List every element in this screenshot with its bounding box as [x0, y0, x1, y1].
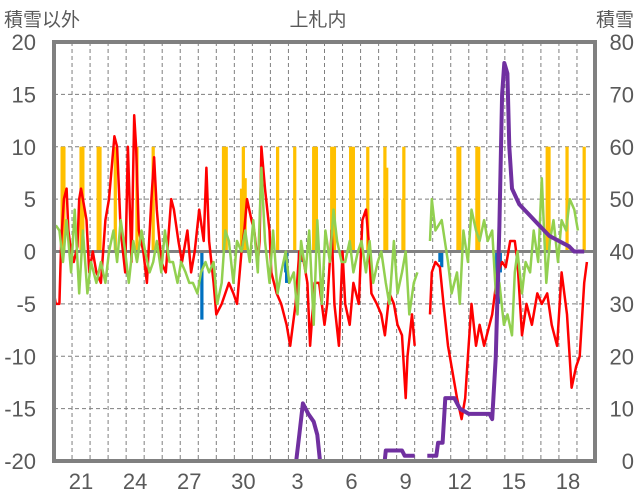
x-tick-label: 3 — [291, 469, 303, 494]
orange-bar — [239, 188, 244, 252]
right-y-tick-label: 70 — [610, 82, 634, 107]
snow-depth-line — [54, 61, 585, 463]
blue-bar — [200, 251, 204, 320]
blue-bar — [440, 251, 444, 268]
orange-bar — [330, 146, 334, 252]
orange-bar — [582, 146, 586, 252]
orange-bar — [221, 146, 226, 252]
left-y-tick-label: 5 — [24, 187, 36, 212]
plot-frame — [52, 40, 597, 463]
left-y-tick-label: -10 — [4, 344, 36, 369]
right-y-tick-label: 80 — [610, 30, 634, 55]
left-y-tick-label: -5 — [16, 292, 36, 317]
left-y-tick-label: 10 — [12, 135, 36, 160]
left-axis-title: 積雪以外 — [4, 9, 80, 31]
orange-bar — [241, 146, 245, 252]
orange-bar — [79, 146, 83, 252]
orange-bar — [547, 146, 551, 252]
orange-bar — [456, 146, 460, 252]
x-tick-label: 24 — [123, 469, 147, 494]
orange-bar — [349, 146, 353, 252]
orange-bar — [383, 146, 387, 252]
right-y-tick-label: 10 — [610, 397, 634, 422]
orange-bar — [565, 146, 569, 252]
orange-bar — [224, 146, 228, 252]
right-y-tick-label: 50 — [610, 187, 634, 212]
orange-bar — [402, 146, 406, 252]
x-tick-label: 18 — [556, 469, 580, 494]
orange-bar — [60, 146, 64, 252]
orange-bar — [545, 146, 549, 252]
orange-bar — [385, 167, 389, 252]
orange-bar — [293, 146, 297, 252]
orange-bar — [96, 146, 100, 252]
green-line — [54, 166, 580, 337]
orange-bar — [98, 146, 102, 252]
left-y-tick-label: 0 — [24, 240, 36, 265]
left-y-tick-label: 15 — [12, 82, 36, 107]
chart-title: 上札内 — [289, 9, 346, 31]
left-y-tick-label: 20 — [12, 30, 36, 55]
orange-bar — [475, 146, 479, 252]
orange-bar — [275, 146, 280, 252]
x-tick-label: 27 — [177, 469, 201, 494]
left-y-tick-label: -20 — [4, 449, 36, 474]
orange-bar — [314, 146, 319, 252]
x-tick-label: 12 — [448, 469, 472, 494]
orange-bar — [458, 146, 462, 252]
orange-bar — [366, 146, 370, 252]
series-lines — [52, 61, 589, 463]
orange-bar — [151, 146, 155, 252]
right-y-tick-label: 40 — [610, 240, 634, 265]
x-tick-label: 9 — [400, 469, 412, 494]
blue-bar — [438, 251, 442, 262]
x-tick-label: 30 — [231, 469, 255, 494]
x-tick-label: 21 — [69, 469, 93, 494]
right-y-tick-label: 20 — [610, 344, 634, 369]
x-tick-label: 6 — [345, 469, 357, 494]
left-y-tick-label: -15 — [4, 397, 36, 422]
orange-bar — [113, 146, 117, 252]
x-tick-label: 15 — [502, 469, 526, 494]
right-y-tick-label: 0 — [622, 449, 634, 474]
right-y-tick-label: 60 — [610, 135, 634, 160]
orange-bar — [351, 146, 355, 252]
right-y-tick-label: 30 — [610, 292, 634, 317]
orange-bar — [332, 146, 337, 252]
orange-bar — [477, 146, 481, 252]
orange-bar — [312, 146, 316, 252]
right-axis-title: 積雪 — [596, 9, 634, 31]
